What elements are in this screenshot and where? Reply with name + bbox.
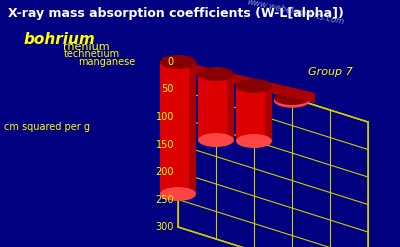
Text: X-ray mass absorption coefficients (W-L[alpha]): X-ray mass absorption coefficients (W-L[… <box>8 7 344 20</box>
FancyBboxPatch shape <box>160 62 196 194</box>
Text: 50: 50 <box>162 84 174 95</box>
Text: 150: 150 <box>156 140 174 149</box>
Ellipse shape <box>198 67 234 81</box>
Text: 200: 200 <box>156 167 174 177</box>
Polygon shape <box>163 57 315 103</box>
FancyBboxPatch shape <box>189 62 196 194</box>
Text: www.webelements.com: www.webelements.com <box>246 0 344 27</box>
Text: 0: 0 <box>168 57 174 67</box>
Text: manganese: manganese <box>78 57 135 67</box>
Ellipse shape <box>274 91 310 105</box>
FancyBboxPatch shape <box>265 86 272 141</box>
Text: 100: 100 <box>156 112 174 122</box>
FancyBboxPatch shape <box>227 74 234 140</box>
Text: 300: 300 <box>156 222 174 232</box>
Ellipse shape <box>198 133 234 147</box>
Text: cm squared per g: cm squared per g <box>4 122 90 132</box>
FancyBboxPatch shape <box>236 86 272 141</box>
Text: rhenium: rhenium <box>63 42 110 52</box>
FancyBboxPatch shape <box>198 74 234 140</box>
Text: Group 7: Group 7 <box>308 67 352 77</box>
Ellipse shape <box>160 187 196 201</box>
FancyBboxPatch shape <box>274 98 310 101</box>
Text: bohrium: bohrium <box>23 33 95 47</box>
Text: 250: 250 <box>155 194 174 205</box>
Text: technetium: technetium <box>64 49 120 59</box>
Ellipse shape <box>160 55 196 69</box>
Ellipse shape <box>236 79 272 93</box>
Ellipse shape <box>236 134 272 148</box>
FancyBboxPatch shape <box>303 98 310 101</box>
Ellipse shape <box>274 94 310 108</box>
